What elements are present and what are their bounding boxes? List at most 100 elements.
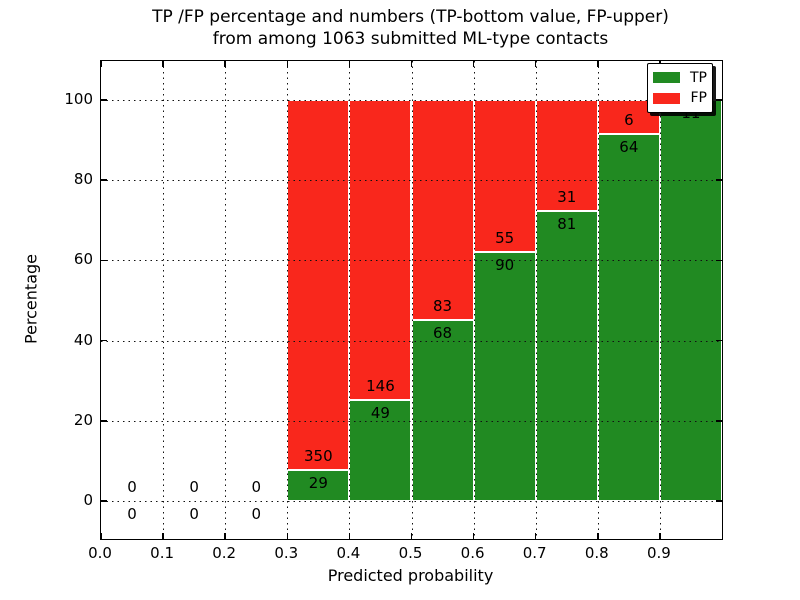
gridline-vertical	[349, 61, 351, 539]
gridline-vertical	[411, 61, 413, 539]
fp-count-label: 146	[366, 377, 395, 396]
fp-count-label: 350	[304, 447, 333, 466]
tick-top	[100, 61, 102, 67]
tp-count-label: 49	[370, 404, 390, 423]
gridline-horizontal	[101, 340, 722, 342]
tick-bottom	[162, 533, 164, 539]
bar-segment-tp	[597, 134, 660, 501]
tick-bottom	[286, 533, 289, 539]
tick-left	[101, 179, 107, 181]
x-tick-label: 0.4	[336, 544, 361, 562]
chart-title-line1: TP /FP percentage and numbers (TP-bottom…	[152, 7, 669, 27]
x-tick-label: 0.7	[522, 544, 547, 562]
tick-bottom	[534, 533, 537, 539]
bar-label-layer: 0000003502914649836855903181664011	[101, 61, 722, 539]
tp-count-label: 29	[308, 474, 328, 493]
tick-top	[162, 61, 164, 67]
fp-count-label: 6	[624, 111, 634, 130]
grid-layer	[101, 61, 722, 539]
gridline-horizontal	[101, 180, 722, 182]
tick-top	[410, 61, 413, 67]
tick-bottom	[410, 533, 413, 539]
x-axis-label: Predicted probability	[327, 566, 494, 585]
x-tick-label: 0.2	[212, 544, 237, 562]
fp-count-label: 55	[495, 229, 515, 248]
tick-top	[286, 61, 289, 67]
x-tick-label: 0.9	[646, 544, 671, 562]
x-tick-label: 0.8	[584, 544, 609, 562]
bar-segment-fp	[411, 100, 474, 321]
x-tick-label: 0.0	[88, 544, 112, 562]
tick-left	[101, 420, 107, 422]
gridline-vertical	[163, 61, 165, 539]
x-tick-label: 0.1	[150, 544, 175, 562]
gridline-vertical	[659, 61, 661, 539]
tick-top	[534, 61, 537, 67]
tp-count-label: 64	[619, 138, 639, 157]
gridline-horizontal	[101, 260, 722, 262]
gridline-vertical	[535, 61, 537, 539]
tp-count-label: 0	[189, 505, 199, 523]
tick-bottom	[597, 533, 599, 539]
fp-color-swatch-icon	[653, 92, 680, 104]
fp-count-label: 31	[557, 187, 577, 206]
bar-segment-fp	[535, 100, 598, 211]
tick-left	[101, 500, 107, 502]
tick-bottom	[659, 533, 661, 539]
gridline-vertical	[225, 61, 227, 539]
y-tick-label: 100	[64, 90, 93, 108]
gridline-vertical	[473, 61, 475, 539]
bar-segment-fp	[287, 100, 350, 471]
tp-count-label: 90	[495, 256, 515, 275]
gridline-horizontal	[101, 420, 722, 422]
legend-label-fp: FP	[690, 90, 708, 107]
gridline-vertical	[597, 61, 599, 539]
tick-bottom	[348, 533, 351, 539]
tickmark-layer	[100, 61, 722, 539]
bar-segment-fp	[349, 100, 412, 401]
tick-top	[472, 61, 475, 67]
bars-layer	[101, 61, 722, 539]
tp-color-swatch-icon	[653, 72, 680, 84]
tick-right	[716, 179, 722, 181]
tp-count-label: 0	[251, 505, 261, 523]
tp-count-label: 68	[433, 324, 453, 343]
legend: TP FP	[647, 63, 713, 113]
tick-right	[716, 339, 722, 342]
tick-top	[348, 61, 351, 67]
tick-right	[716, 500, 722, 502]
fp-count-label: 0	[127, 478, 137, 496]
y-tick-label: 80	[73, 170, 93, 189]
y-tick-label: 20	[73, 410, 93, 429]
y-axis-label: Percentage	[21, 253, 41, 345]
chart-title-line2: from among 1063 submitted ML-type contac…	[212, 29, 609, 49]
gridline-horizontal	[101, 100, 722, 101]
legend-entry-tp: TP	[653, 69, 707, 87]
y-tick-label: 40	[73, 330, 93, 349]
bar-segment-tp	[287, 470, 350, 501]
y-tick-label: 0	[83, 491, 93, 509]
x-tick-label: 0.3	[274, 544, 299, 562]
tp-count-label: 81	[557, 214, 577, 233]
tick-right	[716, 420, 722, 422]
tick-left	[101, 99, 107, 101]
x-tick-label: 0.5	[398, 544, 423, 562]
fp-count-label: 0	[189, 478, 199, 496]
tick-bottom	[472, 533, 475, 539]
tick-left	[101, 259, 107, 262]
plot-area: 0000003502914649836855903181664011	[100, 60, 723, 540]
tp-count-label: 0	[127, 505, 137, 523]
tick-right	[716, 99, 722, 101]
tick-right	[716, 259, 722, 262]
fp-count-label: 0	[251, 478, 261, 496]
x-tick-label: 0.6	[460, 544, 485, 562]
gridline-horizontal	[101, 501, 722, 502]
tick-top	[597, 61, 599, 67]
tick-bottom	[100, 533, 102, 539]
tick-bottom	[224, 533, 226, 539]
tick-left	[101, 339, 107, 342]
tick-top	[224, 61, 226, 67]
chart-title: TP /FP percentage and numbers (TP-bottom…	[100, 6, 721, 50]
y-tick-label: 60	[73, 250, 93, 269]
